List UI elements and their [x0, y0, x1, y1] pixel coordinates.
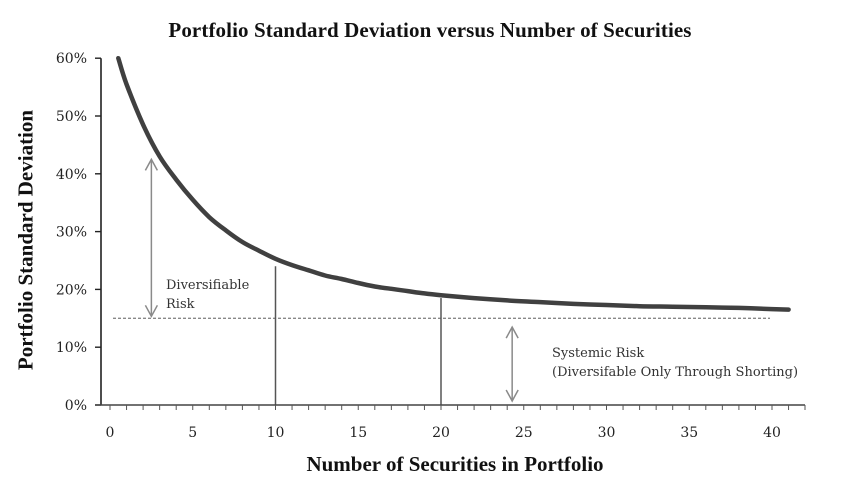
- diversifiable-risk-label: Diversifiable: [166, 278, 250, 293]
- x-tick-label: 25: [515, 425, 533, 441]
- y-tick-label: 40%: [56, 167, 87, 183]
- arrow-head-up-icon: [505, 325, 519, 339]
- y-tick-label: 50%: [56, 109, 87, 125]
- arrow-head-down-icon: [505, 389, 519, 403]
- systemic-risk-arrow: [505, 325, 519, 403]
- reference-lines: [113, 266, 770, 405]
- data-series: [116, 55, 791, 312]
- arrow-head-up-icon: [144, 157, 159, 171]
- x-axis-label: Number of Securities in Portfolio: [306, 452, 604, 476]
- x-tick-label: 10: [267, 425, 285, 441]
- y-tick-label: 30%: [56, 225, 87, 241]
- y-tick-label: 20%: [56, 282, 87, 298]
- chart-title: Portfolio Standard Deviation versus Numb…: [168, 18, 692, 42]
- diversifiable-risk-arrow: [144, 157, 159, 318]
- x-tick-label: 30: [598, 425, 616, 441]
- x-tick-label: 15: [349, 425, 367, 441]
- x-tick-label: 40: [763, 425, 781, 441]
- y-tick-label: 60%: [56, 51, 87, 67]
- annotations: Diversifiable Risk Systemic Risk (Diversifa…: [144, 157, 798, 403]
- x-tick-label: 5: [188, 425, 197, 441]
- portfolio-sd-curve: [116, 55, 791, 312]
- arrow-head-down-icon: [144, 304, 159, 318]
- systemic-risk-label: (Diversifable Only Through Shorting): [552, 365, 798, 380]
- diversifiable-risk-label: Risk: [166, 297, 195, 312]
- x-tick-label: 0: [106, 425, 115, 441]
- systemic-risk-label: Systemic Risk: [552, 346, 644, 361]
- axes: 0% 10% 20% 30% 40% 50% 60% 0 5 10 15 20 25 30 35 40: [56, 51, 806, 441]
- y-tick-label: 10%: [56, 340, 87, 356]
- y-tick-label: 0%: [65, 398, 87, 414]
- x-tick-label: 35: [680, 425, 698, 441]
- x-tick-label: 20: [432, 425, 450, 441]
